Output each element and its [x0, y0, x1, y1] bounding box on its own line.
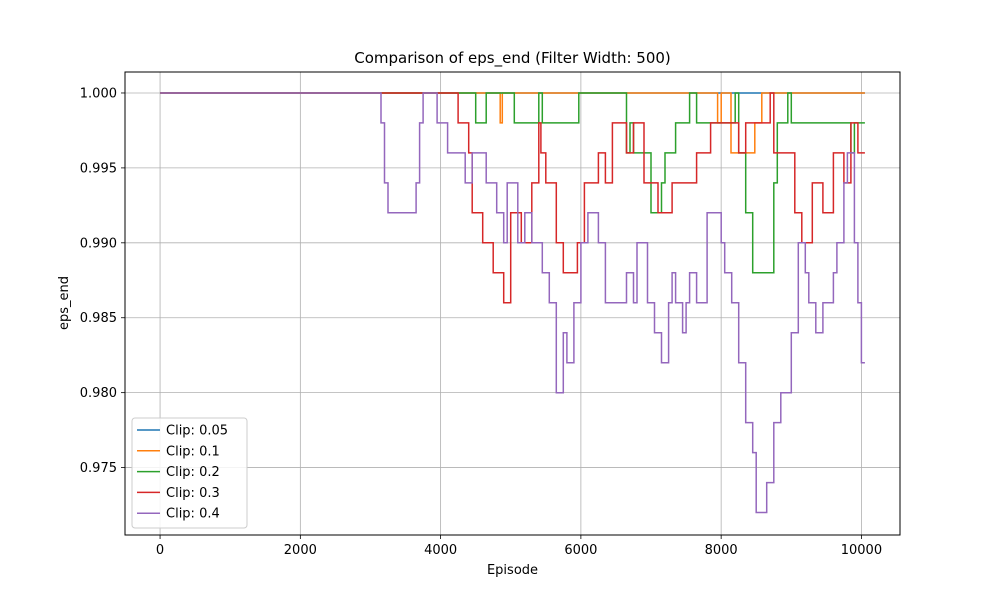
x-tick-label: 4000: [424, 543, 457, 558]
legend-label-1: Clip: 0.05: [166, 424, 228, 439]
series-line-5: [160, 92, 865, 514]
y-tick-label: 0.985: [80, 311, 117, 326]
x-axis-label: Episode: [487, 563, 538, 578]
legend-label-5: Clip: 0.4: [166, 507, 220, 522]
y-tick-label: 0.995: [80, 161, 117, 176]
legend-label-4: Clip: 0.3: [166, 486, 220, 501]
chart-title: Comparison of eps_end (Filter Width: 500…: [354, 49, 671, 68]
y-tick-label: 0.975: [80, 461, 117, 476]
ticks: 0 2000 4000 6000 8000 10000 0.975 0.980 0.985 0.9…: [80, 86, 882, 558]
legend-label-3: Clip: 0.2: [166, 465, 220, 480]
legend-label-2: Clip: 0.1: [166, 444, 220, 459]
y-axis-label: eps_end: [57, 276, 72, 330]
series-layer: [160, 92, 865, 514]
y-tick-label: 0.980: [80, 386, 117, 401]
x-tick-label: 8000: [705, 543, 738, 558]
grid: [125, 72, 900, 535]
legend-box: [131, 417, 248, 529]
y-tick-label: 0.990: [80, 236, 117, 251]
plot-frame: [124, 71, 901, 536]
x-tick-label: 6000: [564, 543, 597, 558]
x-tick-label: 0: [156, 543, 164, 558]
series-line-3: [160, 92, 865, 274]
y-tick-label: 1.000: [80, 86, 117, 101]
legend: Clip: 0.05 Clip: 0.1 Clip: 0.2 Clip: 0.3 Cli…: [131, 417, 248, 529]
x-tick-label: 10000: [841, 543, 882, 558]
x-tick-label: 2000: [284, 543, 317, 558]
